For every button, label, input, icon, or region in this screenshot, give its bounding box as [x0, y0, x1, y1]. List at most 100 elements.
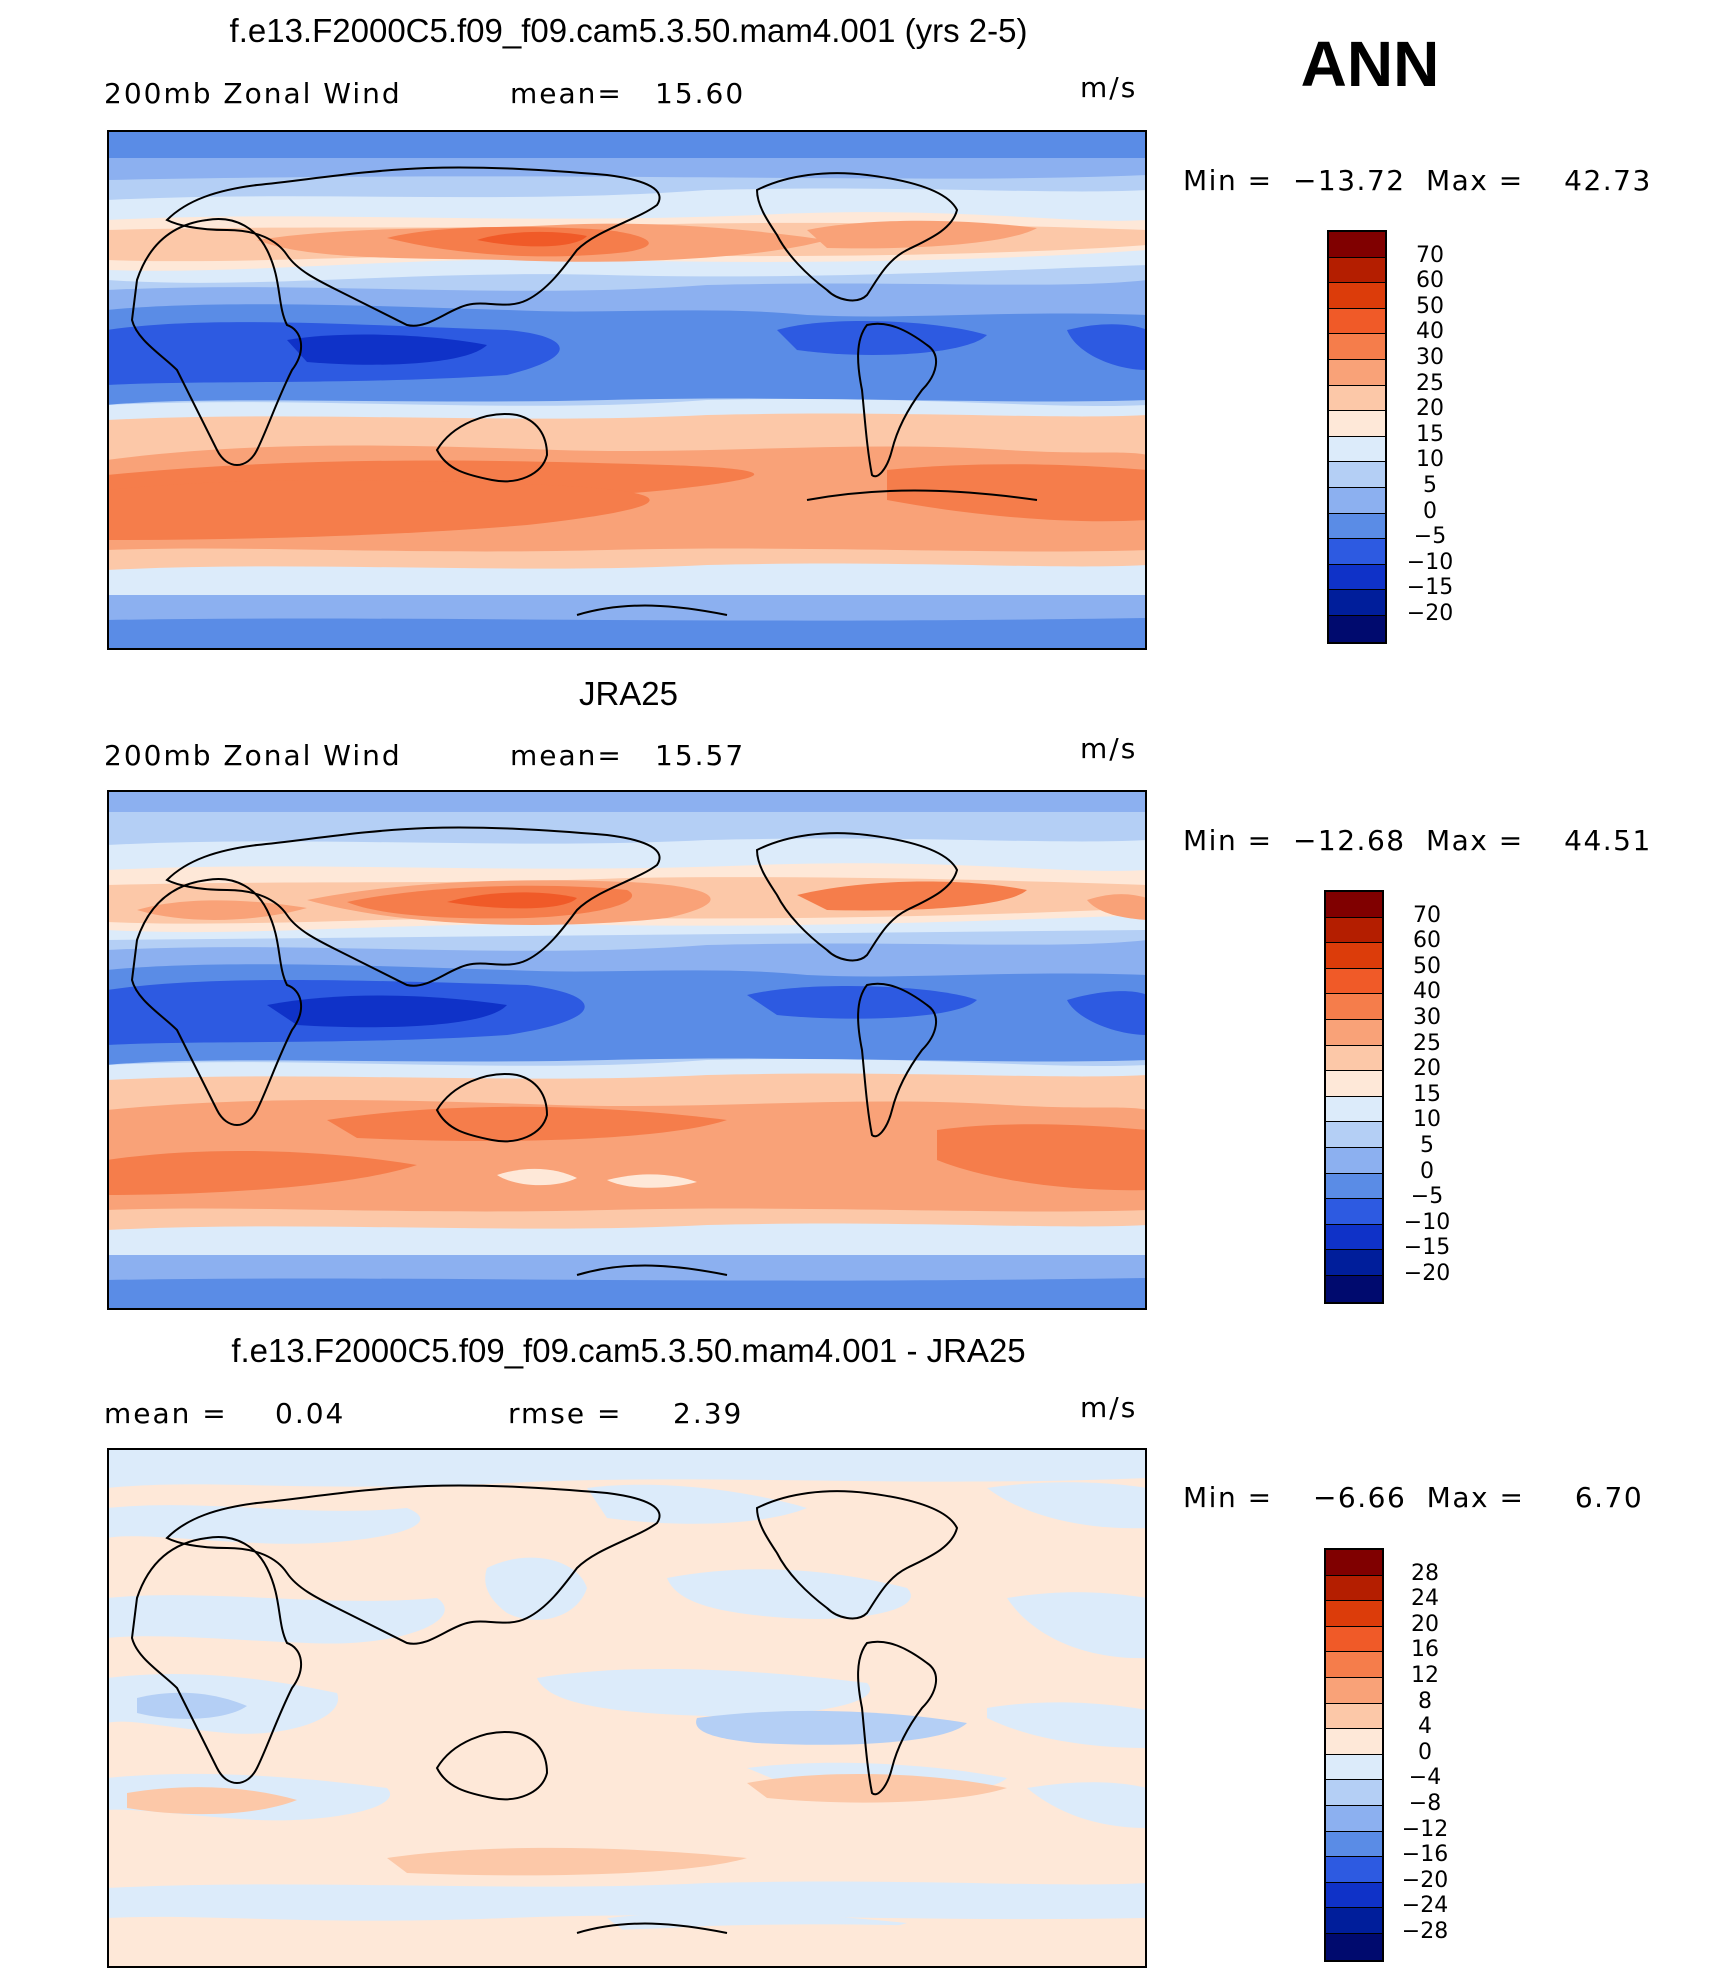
- colorbar-tick-label: 60: [1413, 928, 1441, 954]
- colorbar-swatch: [1329, 539, 1385, 565]
- panel-2-max-value: 44.51: [1564, 824, 1652, 857]
- colorbar-tick-label: 25: [1416, 370, 1444, 396]
- colorbar-tick-label: 25: [1413, 1030, 1441, 1056]
- panel-3-rmse-label: rmse =: [508, 1397, 623, 1430]
- colorbar-swatch: [1326, 917, 1382, 944]
- colorbar-tick-label: −28: [1401, 1919, 1449, 1944]
- panel-2-max-label: Max =: [1425, 824, 1524, 857]
- panel-1-mean-label: mean=: [510, 77, 623, 110]
- colorbar-tick-label: −15: [1403, 1235, 1451, 1261]
- panel-1-variable-label: 200mb Zonal Wind: [104, 77, 402, 110]
- colorbar-swatch: [1329, 615, 1385, 642]
- panel-3-coastlines: [130, 1484, 959, 1934]
- colorbar-tick-label: −5: [1413, 524, 1447, 550]
- colorbar-swatch: [1326, 968, 1382, 995]
- colorbar-tick-label: 0: [1423, 498, 1437, 524]
- colorbar-tick-label: 40: [1416, 319, 1444, 345]
- panel-1-coastlines: [130, 166, 1038, 616]
- colorbar-swatch: [1329, 232, 1385, 258]
- colorbar-swatch: [1326, 1147, 1382, 1174]
- colorbar-swatch: [1326, 1071, 1382, 1097]
- colorbar-swatch: [1329, 283, 1385, 309]
- colorbar-swatch: [1329, 487, 1385, 514]
- panel-1-mean-value: 15.60: [655, 77, 746, 110]
- panel-3-mean-label: mean =: [104, 1397, 228, 1430]
- colorbar-swatch: [1326, 1199, 1382, 1225]
- colorbar-swatch: [1326, 1908, 1382, 1934]
- panel-2-colorbar: [1324, 890, 1384, 1304]
- colorbar-swatch: [1326, 1224, 1382, 1251]
- colorbar-tick-label: 20: [1416, 396, 1444, 422]
- colorbar-tick-label: 15: [1413, 1081, 1441, 1107]
- colorbar-tick-label: 70: [1416, 242, 1444, 268]
- colorbar-swatch: [1326, 994, 1382, 1020]
- colorbar-tick-label: −10: [1403, 1209, 1451, 1235]
- colorbar-swatch: [1326, 1652, 1382, 1678]
- colorbar-tick-label: −20: [1406, 601, 1454, 626]
- colorbar-tick-label: 50: [1413, 953, 1441, 979]
- colorbar-tick-label: 30: [1416, 345, 1444, 370]
- panel-3-min-value: −6.66: [1312, 1481, 1407, 1514]
- panel-2-title: JRA25: [578, 675, 679, 712]
- colorbar-tick-label: 5: [1423, 473, 1437, 498]
- panel-1-min-value: −13.72: [1292, 164, 1406, 197]
- colorbar-swatch: [1329, 359, 1385, 386]
- panel-2-map: [107, 790, 1147, 1310]
- colorbar-tick-label: 10: [1413, 1107, 1441, 1133]
- colorbar-swatch: [1326, 1677, 1382, 1704]
- colorbar-swatch: [1326, 1096, 1382, 1123]
- colorbar-tick-label: −8: [1408, 1791, 1442, 1816]
- colorbar-swatch: [1326, 1933, 1382, 1960]
- panel-3-title: f.e13.F2000C5.f09_f09.cam5.3.50.mam4.001…: [231, 1332, 1026, 1369]
- panel-1-min-label: Min =: [1183, 164, 1273, 197]
- colorbar-swatch: [1326, 892, 1382, 918]
- colorbar-swatch: [1329, 334, 1385, 360]
- colorbar-swatch: [1326, 1275, 1382, 1302]
- panel-1-units: m/s: [1080, 71, 1138, 104]
- panel-3-rmse-value: 2.39: [673, 1397, 744, 1430]
- colorbar-swatch: [1326, 1250, 1382, 1276]
- colorbar-swatch: [1326, 1857, 1382, 1883]
- panel-3-min-label: Min =: [1183, 1481, 1273, 1514]
- panel-2-mean-value: 15.57: [655, 739, 746, 772]
- panel-2-min-value: −12.68: [1292, 824, 1406, 857]
- panel-1-title: f.e13.F2000C5.f09_f09.cam5.3.50.mam4.001…: [229, 12, 1028, 49]
- panel-2-min-label: Min =: [1183, 824, 1273, 857]
- panel-3-max-value: 6.70: [1574, 1481, 1644, 1514]
- colorbar-tick-label: 10: [1416, 447, 1444, 473]
- panel-3-contour-map: [107, 1448, 1147, 1968]
- colorbar-tick-label: 0: [1420, 1158, 1434, 1184]
- colorbar-tick-label: −16: [1401, 1842, 1449, 1868]
- colorbar-tick-label: 8: [1418, 1688, 1432, 1714]
- panel-2-units: m/s: [1080, 732, 1138, 765]
- panel-3-max-label: Max =: [1426, 1481, 1525, 1514]
- colorbar-tick-label: −24: [1401, 1893, 1449, 1919]
- panel-3-mean-value: 0.04: [275, 1397, 346, 1430]
- colorbar-tick-label: 28: [1411, 1560, 1439, 1586]
- panel-2-contour-map: [107, 790, 1147, 1310]
- colorbar-swatch: [1326, 1122, 1382, 1148]
- colorbar-tick-label: −10: [1406, 549, 1454, 575]
- colorbar-tick-label: −12: [1401, 1816, 1449, 1842]
- colorbar-swatch: [1326, 1019, 1382, 1046]
- colorbar-tick-label: −4: [1408, 1765, 1442, 1791]
- panel-2-minmax: Min = −12.68 Max = 44.51: [1183, 825, 1652, 857]
- colorbar-tick-label: −15: [1406, 575, 1454, 601]
- colorbar-swatch: [1326, 1805, 1382, 1832]
- colorbar-swatch: [1326, 1831, 1382, 1858]
- colorbar-tick-label: −20: [1403, 1261, 1451, 1286]
- colorbar-tick-label: 20: [1411, 1611, 1439, 1637]
- colorbar-tick-label: 16: [1411, 1637, 1439, 1663]
- colorbar-swatch: [1326, 1780, 1382, 1806]
- colorbar-swatch: [1326, 1601, 1382, 1627]
- season-label: ANN: [1300, 28, 1440, 100]
- colorbar-swatch: [1326, 1754, 1382, 1781]
- panel-3-colorbar: [1324, 1548, 1384, 1962]
- colorbar-tick-label: 30: [1413, 1005, 1441, 1030]
- colorbar-tick-label: 70: [1413, 902, 1441, 928]
- panel-3-minmax: Min = −6.66 Max = 6.70: [1183, 1482, 1643, 1514]
- colorbar-tick-label: 20: [1413, 1056, 1441, 1082]
- panel-2-coastlines: [130, 826, 959, 1276]
- colorbar-swatch: [1326, 1703, 1382, 1730]
- colorbar-swatch: [1329, 411, 1385, 437]
